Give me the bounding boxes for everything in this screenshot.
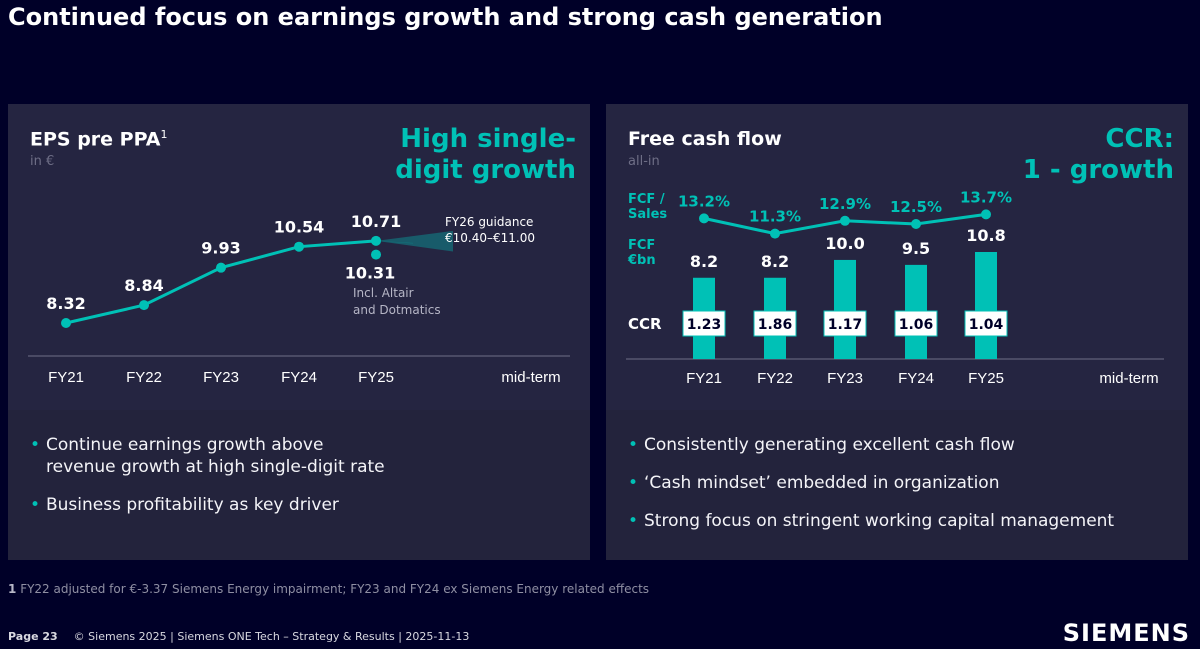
eps-altair-note-1: Incl. Altair [353, 286, 414, 300]
fcf-bar [975, 252, 997, 359]
eps-headline: High single- digit growth [395, 124, 576, 186]
fcf-title: Free cash flow [628, 128, 782, 150]
fcf-x-tick-label: FY23 [827, 370, 863, 387]
eps-x-tick-label: FY23 [203, 369, 239, 386]
fcf-x-tick-label: FY21 [686, 370, 722, 387]
eps-x-tick-label: FY21 [48, 369, 84, 386]
fcf-sales-label: 13.7% [960, 188, 1012, 206]
fcf-sales-point [699, 213, 709, 224]
eps-data-label: 9.93 [201, 239, 240, 258]
eps-point [216, 262, 226, 273]
fcf-sales-point [911, 219, 921, 229]
page-number: Page 23 [8, 630, 58, 643]
page-title: Continued focus on earnings growth and s… [8, 3, 883, 31]
fcf-bar-label: 8.2 [761, 252, 789, 271]
ccr-value: 1.04 [969, 317, 1004, 333]
ccr-box [753, 310, 797, 337]
fcf-sales-point [840, 215, 850, 226]
fcf-x-tick-label: FY24 [898, 370, 934, 387]
eps-chart-area [8, 104, 590, 410]
eps-point [294, 241, 304, 252]
fcf-bar-label: 9.5 [902, 239, 930, 258]
eps-x-tick-label: FY24 [281, 369, 317, 386]
eps-point [371, 235, 381, 246]
footer: Page 23 © Siemens 2025 | Siemens ONE Tech… [8, 630, 469, 643]
fcf-x-tick-label: FY25 [968, 370, 1004, 387]
fcf-headline: CCR: 1 - growth [1023, 124, 1174, 186]
ccr-box [964, 310, 1008, 337]
eps-point [139, 300, 149, 311]
fcf-sales-label: FCF / Sales [628, 192, 668, 222]
fcf-sales-point [981, 209, 991, 220]
fcf-chart: 8.2 8.2 10.0 9.5 10.8 13.2% 11.3% 12.9% 12.5% 13.… [626, 188, 1164, 387]
eps-headline-line-1: High single- [400, 124, 576, 154]
eps-chart: 8.32 8.84 9.93 10.54 10.71 10.31 Incl. Altair a… [28, 212, 570, 386]
footnote-marker: 1 [160, 128, 168, 141]
fcf-bn-label: FCF €bn [628, 238, 656, 268]
siemens-logo: SIEMENS [1062, 619, 1190, 647]
eps-point-fy25-altair [371, 249, 381, 260]
ccr-box [894, 310, 938, 337]
guidance-range: €10.40–€11.00 [445, 231, 535, 245]
eps-data-label: 10.71 [351, 212, 402, 231]
ccr-box [682, 310, 726, 337]
fcf-sales-label: 13.2% [678, 192, 730, 210]
fcf-bar [834, 259, 856, 359]
fcf-x-tick-label: FY22 [757, 370, 793, 387]
eps-bullet-2: Business profitability as key driver [30, 494, 570, 516]
ccr-value: 1.23 [687, 317, 722, 333]
ccr-value: 1.86 [758, 317, 793, 333]
ccr-value: 1.17 [828, 317, 863, 333]
eps-x-tick-label: FY22 [126, 369, 162, 386]
footnote: 1 FY22 adjusted for €-3.37 Siemens Energ… [8, 582, 650, 596]
eps-data-label: 8.32 [46, 294, 85, 313]
eps-subtitle: in € [30, 154, 55, 169]
ccr-label: CCR [628, 315, 662, 333]
fcf-headline-line-2: 1 - growth [1022, 155, 1174, 185]
guidance-title: FY26 guidance [445, 215, 533, 229]
ccr-value: 1.06 [899, 317, 934, 333]
fcf-bullet-3: Strong focus on stringent working capita… [628, 510, 1178, 532]
eps-title: EPS pre PPA1 [30, 128, 168, 151]
fcf-bar-label: 10.8 [966, 226, 1005, 245]
fcf-x-tick-label: mid-term [1099, 370, 1158, 387]
guidance-fan [376, 230, 453, 252]
fcf-headline-line-1: CCR: [1105, 124, 1174, 154]
eps-x-tick-label: FY25 [358, 369, 394, 386]
fcf-bullet-2: ‘Cash mindset’ embedded in organization [628, 472, 1178, 494]
fcf-bullets: Consistently generating excellent cash f… [628, 434, 1178, 548]
ccr-box [823, 310, 867, 337]
fcf-bar-label: 10.0 [825, 234, 864, 253]
fcf-subtitle: all-in [628, 154, 660, 169]
eps-panel: EPS pre PPA1 in € High single- digit gro… [8, 104, 590, 560]
fcf-sales-point [770, 228, 780, 239]
fcf-sales-label: 11.3% [749, 208, 801, 226]
eps-data-label: 8.84 [124, 276, 163, 295]
copyright: © Siemens 2025 | Siemens ONE Tech – Stra… [73, 630, 470, 643]
fcf-sales-label: 12.9% [819, 195, 871, 213]
fcf-bar-label: 8.2 [690, 252, 718, 271]
guidance-fan-inner [376, 240, 413, 244]
eps-data-label: 10.54 [274, 218, 325, 237]
eps-x-tick-label: mid-term [501, 369, 560, 386]
eps-altair-note-2: and Dotmatics [353, 303, 441, 317]
fcf-panel: Free cash flow all-in CCR: 1 - growth FC… [606, 104, 1188, 560]
fcf-bullet-1: Consistently generating excellent cash f… [628, 434, 1178, 456]
eps-point [61, 318, 71, 328]
fcf-sales-label: 12.5% [890, 198, 942, 216]
eps-headline-line-2: digit growth [395, 155, 576, 185]
eps-altair-value: 10.31 [345, 264, 396, 283]
